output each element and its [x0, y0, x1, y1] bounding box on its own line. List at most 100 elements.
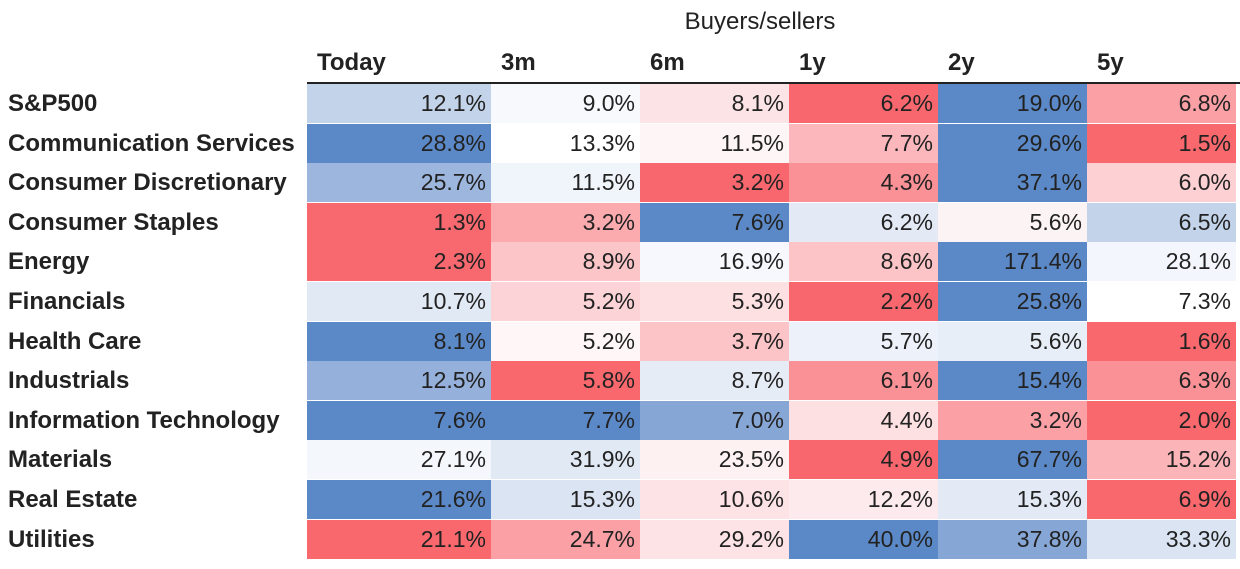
row-label: Consumer Discretionary	[8, 169, 287, 197]
heatmap-cell: 29.2%	[640, 519, 789, 559]
heatmap-cell: 4.3%	[789, 163, 938, 203]
heatmap-cell: 1.3%	[307, 202, 491, 242]
heatmap-cell: 19.0%	[938, 84, 1087, 123]
heatmap-cell: 4.9%	[789, 440, 938, 480]
heatmap-cell: 6.0%	[1087, 163, 1236, 203]
heatmap-cell: 21.6%	[307, 480, 491, 519]
column-header-5y: 5y	[1097, 49, 1124, 76]
heatmap-cell: 8.9%	[491, 242, 640, 282]
table-row: Communication Services 28.8% 13.3% 11.5% 7.7…	[0, 123, 1240, 164]
heatmap-cell: 12.2%	[789, 480, 938, 519]
row-label: Communication Services	[8, 129, 295, 157]
row-label: Information Technology	[8, 406, 280, 434]
heatmap-cell: 9.0%	[491, 84, 640, 123]
heatmap-cell: 15.3%	[938, 480, 1087, 519]
heatmap-cell: 5.8%	[491, 361, 640, 401]
table-row: Health Care 8.1% 5.2% 3.7% 5.7% 5.6% 1.6%	[0, 321, 1240, 362]
heatmap-cell: 6.1%	[789, 361, 938, 401]
heatmap-cell: 11.5%	[491, 163, 640, 203]
heatmap-cell: 4.4%	[789, 400, 938, 440]
heatmap-cell: 6.2%	[789, 84, 938, 123]
heatmap-cell: 6.5%	[1087, 202, 1236, 242]
heatmap-cell: 67.7%	[938, 440, 1087, 480]
column-header-6m: 6m	[650, 49, 685, 76]
heatmap-cell: 8.1%	[307, 321, 491, 361]
table-row: Information Technology 7.6% 7.7% 7.0% 4.4% 3.…	[0, 400, 1240, 441]
table-row: Energy 2.3% 8.9% 16.9% 8.6% 171.4% 28.1%	[0, 242, 1240, 282]
heatmap-cell: 7.7%	[491, 400, 640, 440]
column-header-3m: 3m	[501, 49, 536, 76]
heatmap-cell: 12.1%	[307, 84, 491, 123]
heatmap-cell: 171.4%	[938, 242, 1087, 282]
table-row: Industrials 12.5% 5.8% 8.7% 6.1% 15.4% 6.3%	[0, 361, 1240, 401]
heatmap-cell: 5.2%	[491, 282, 640, 321]
heatmap-cell: 31.9%	[491, 440, 640, 480]
heatmap-cell: 5.3%	[640, 282, 789, 321]
heatmap-cell: 33.3%	[1087, 519, 1236, 559]
heatmap-cell: 28.8%	[307, 123, 491, 163]
row-label: Energy	[8, 248, 90, 276]
heatmap-cell: 21.1%	[307, 519, 491, 559]
column-header-today: Today	[317, 49, 386, 76]
heatmap-cell: 27.1%	[307, 440, 491, 480]
heatmap-cell: 15.2%	[1087, 440, 1236, 480]
row-label: Consumer Staples	[8, 208, 219, 236]
row-label: Materials	[8, 446, 113, 474]
heatmap-cell: 28.1%	[1087, 242, 1236, 282]
heatmap-cell: 13.3%	[491, 123, 640, 163]
heatmap-cell: 2.2%	[789, 282, 938, 321]
heatmap-cell: 8.1%	[640, 84, 789, 123]
table-row: Consumer Discretionary 25.7% 11.5% 3.2% 4.3%…	[0, 163, 1240, 203]
column-header-1y: 1y	[799, 49, 826, 76]
heatmap-cell: 24.7%	[491, 519, 640, 559]
table-row: Real Estate 21.6% 15.3% 10.6% 12.2% 15.3% 6.9%	[0, 480, 1240, 520]
row-label: S&P500	[8, 90, 98, 117]
heatmap-cell: 3.2%	[491, 202, 640, 242]
heatmap-cell: 6.3%	[1087, 361, 1236, 401]
table-row: Utilities 21.1% 24.7% 29.2% 40.0% 37.8% 33.3%	[0, 519, 1240, 560]
heatmap-cell: 5.6%	[938, 202, 1087, 242]
row-label: Health Care	[8, 327, 142, 355]
heatmap-cell: 29.6%	[938, 123, 1087, 163]
heatmap-cell: 5.6%	[938, 321, 1087, 361]
table-row: Financials 10.7% 5.2% 5.3% 2.2% 25.8% 7.3%	[0, 282, 1240, 322]
row-label: Industrials	[8, 367, 130, 395]
row-label: Financials	[8, 288, 126, 315]
heatmap-cell: 5.2%	[491, 321, 640, 361]
chart-title: Buyers/sellers	[684, 8, 836, 35]
heatmap-cell: 12.5%	[307, 361, 491, 401]
heatmap-cell: 11.5%	[640, 123, 789, 163]
heatmap-cell: 2.3%	[307, 242, 491, 282]
heatmap-cell: 7.3%	[1087, 282, 1236, 321]
heatmap-cell: 1.6%	[1087, 321, 1236, 361]
table-row: S&P500 12.1% 9.0% 8.1% 6.2% 19.0% 6.8%	[0, 84, 1240, 124]
heatmap-cell: 10.6%	[640, 480, 789, 519]
heatmap-cell: 1.5%	[1087, 123, 1236, 163]
heatmap-cell: 7.0%	[640, 400, 789, 440]
heatmap-cell: 25.7%	[307, 163, 491, 203]
heatmap-cell: 15.4%	[938, 361, 1087, 401]
row-label: Utilities	[8, 525, 95, 553]
heatmap-cell: 6.8%	[1087, 84, 1236, 123]
heatmap-cell: 5.7%	[789, 321, 938, 361]
heatmap-cell: 3.2%	[640, 163, 789, 203]
heatmap-cell: 7.6%	[640, 202, 789, 242]
heatmap-cell: 8.7%	[640, 361, 789, 401]
heatmap-cell: 23.5%	[640, 440, 789, 480]
heatmap-cell: 10.7%	[307, 282, 491, 321]
heatmap-cell: 16.9%	[640, 242, 789, 282]
column-header-2y: 2y	[948, 49, 975, 76]
heatmap-cell: 15.3%	[491, 480, 640, 519]
row-label: Real Estate	[8, 486, 138, 513]
heatmap-cell: 3.2%	[938, 400, 1087, 440]
heatmap-cell: 3.7%	[640, 321, 789, 361]
table-row: Materials 27.1% 31.9% 23.5% 4.9% 67.7% 15.2%	[0, 440, 1240, 480]
heatmap-cell: 6.2%	[789, 202, 938, 242]
column-header-row: Today 3m 6m 1y 2y 5y	[307, 46, 1240, 84]
heatmap-cell: 40.0%	[789, 519, 938, 559]
heatmap-cell: 7.6%	[307, 400, 491, 440]
heatmap-cell: 37.8%	[938, 519, 1087, 559]
heatmap-cell: 2.0%	[1087, 400, 1236, 440]
heatmap-cell: 8.6%	[789, 242, 938, 282]
heatmap-cell: 37.1%	[938, 163, 1087, 203]
